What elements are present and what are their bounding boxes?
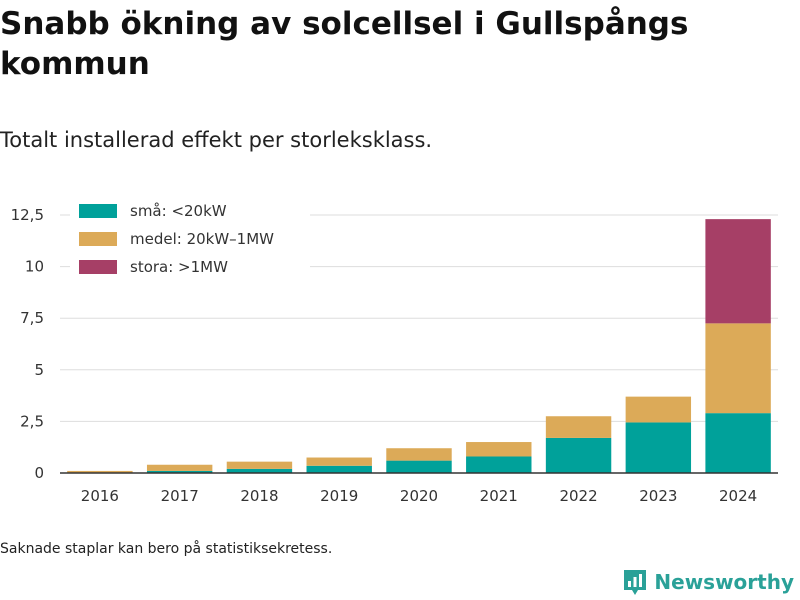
bar-segment: [466, 442, 532, 457]
x-tick-label: 2017: [161, 487, 199, 505]
bar-segment: [226, 461, 293, 469]
legend-label: stora: >1MW: [130, 258, 228, 276]
x-tick-label: 2021: [480, 487, 518, 505]
bars: [67, 219, 771, 473]
legend-label: medel: 20kW–1MW: [130, 230, 274, 248]
bar-segment: [67, 470, 133, 473]
bar-segment: [625, 422, 692, 473]
bar-segment: [386, 460, 452, 473]
newsworthy-logo-icon: [624, 570, 647, 595]
chart-subtitle: Totalt installerad effekt per storlekskl…: [0, 128, 433, 152]
bar-segment: [545, 437, 612, 473]
legend-swatch: [79, 204, 117, 218]
bar-segment: [146, 464, 213, 471]
bar-segment: [306, 457, 372, 466]
x-tick-label: 2019: [320, 487, 358, 505]
legend: små: <20kW medel: 20kW–1MW stora: >1MW: [70, 194, 310, 280]
footnote: Saknade staplar kan bero på statistiksek…: [0, 541, 333, 557]
legend-label: små: <20kW: [130, 202, 227, 220]
x-tick-label: 2020: [400, 487, 438, 505]
bar-segment: [705, 413, 771, 473]
legend-swatch: [79, 260, 117, 274]
y-tick-label: 7,5: [20, 309, 44, 327]
x-tick-label: 2018: [240, 487, 278, 505]
bar-segment: [705, 219, 771, 324]
chart-title: Snabb ökning av solcellsel i Gullspångs …: [0, 6, 689, 82]
brand-name: Newsworthy: [654, 570, 794, 594]
bar-segment: [386, 448, 452, 461]
bar-segment: [466, 456, 532, 473]
y-tick-label: 12,5: [11, 206, 44, 224]
x-tick-label: 2016: [81, 487, 119, 505]
x-tick-label: 2022: [559, 487, 597, 505]
y-tick-label: 5: [34, 361, 44, 379]
x-tick-label: 2024: [719, 487, 757, 505]
y-tick-label: 10: [25, 258, 44, 276]
y-tick-label: 0: [34, 464, 44, 482]
legend-swatch: [79, 232, 117, 246]
bar-segment: [146, 470, 213, 473]
x-tick-label: 2023: [639, 487, 677, 505]
x-axis-ticks: 2016 2017 2018 2019 2020 2021 2022 2023 2024: [81, 487, 757, 505]
bar-segment: [226, 468, 293, 473]
bar-segment: [625, 396, 692, 423]
y-axis-ticks: 0 2,5 5 7,5 10 12,5: [11, 206, 44, 482]
y-tick-label: 2,5: [20, 412, 44, 430]
bar-segment: [306, 465, 372, 473]
brand-logo[interactable]: Newsworthy: [622, 568, 794, 596]
bar-segment: [545, 416, 612, 438]
bar-segment: [705, 323, 771, 414]
